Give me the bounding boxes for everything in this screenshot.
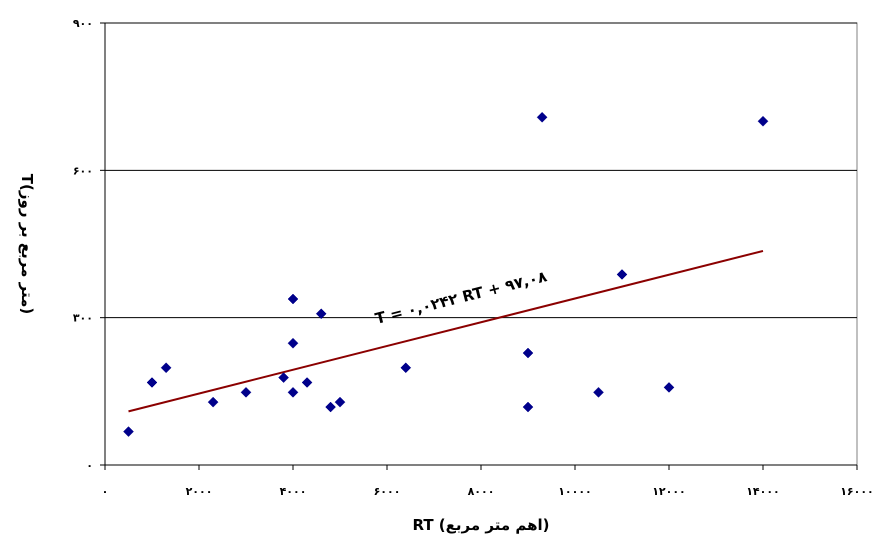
x-tick-label: ۱۶۰۰۰ xyxy=(840,485,874,498)
trendline xyxy=(128,249,764,413)
plot-area xyxy=(104,22,858,466)
x-tick-label: ۱۲۰۰۰ xyxy=(652,485,686,498)
data-point xyxy=(278,372,289,383)
y-tick-label: ۶۰۰ xyxy=(73,164,93,177)
x-axis-title: RT (اهم متر مربع) xyxy=(412,516,549,534)
gridlines xyxy=(105,22,857,319)
y-axis-title: T(متر مربع بر روز) xyxy=(18,174,36,314)
x-tick-label: ۰ xyxy=(102,485,109,498)
x-tick-label: ۲۰۰۰ xyxy=(186,485,213,498)
data-point xyxy=(160,362,172,374)
data-point xyxy=(522,347,534,359)
data-point xyxy=(663,382,675,393)
data-points xyxy=(123,111,769,437)
y-tick-label: ۰ xyxy=(86,459,93,472)
x-tick-label: ۴۰۰۰ xyxy=(280,485,307,498)
data-point xyxy=(757,115,769,127)
trendline-layer xyxy=(128,249,764,413)
data-point xyxy=(536,111,548,123)
data-point xyxy=(522,401,534,413)
data-point xyxy=(287,386,299,398)
x-tick-label: ۱۴۰۰۰ xyxy=(746,485,780,498)
x-tick-label: ۱۰۰۰۰ xyxy=(558,485,592,498)
data-point xyxy=(287,293,299,305)
y-tick-label: ۳۰۰ xyxy=(73,312,93,325)
data-point xyxy=(301,377,313,388)
data-point xyxy=(240,386,252,398)
data-point xyxy=(287,337,299,349)
data-point xyxy=(315,308,327,320)
y-tick-label: ۹۰۰ xyxy=(73,17,93,30)
data-point xyxy=(593,386,604,398)
data-point xyxy=(123,426,134,437)
x-tick-label: ۶۰۰۰ xyxy=(374,485,401,498)
data-point xyxy=(207,396,219,408)
x-tick-label: ۸۰۰۰ xyxy=(468,485,495,498)
axes: ۰ ۳۰۰ ۶۰۰ ۹۰۰ ۰ ۲۰۰۰ ۴۰۰۰ ۶۰۰۰ ۸۰۰۰ ۱۰۰۰۰ ۱۲۰۰۰ ۱۴۰… xyxy=(73,17,874,498)
data-point xyxy=(616,269,628,280)
data-point xyxy=(400,362,412,374)
data-point xyxy=(146,377,158,388)
data-point xyxy=(334,396,346,408)
data-point xyxy=(325,401,336,413)
